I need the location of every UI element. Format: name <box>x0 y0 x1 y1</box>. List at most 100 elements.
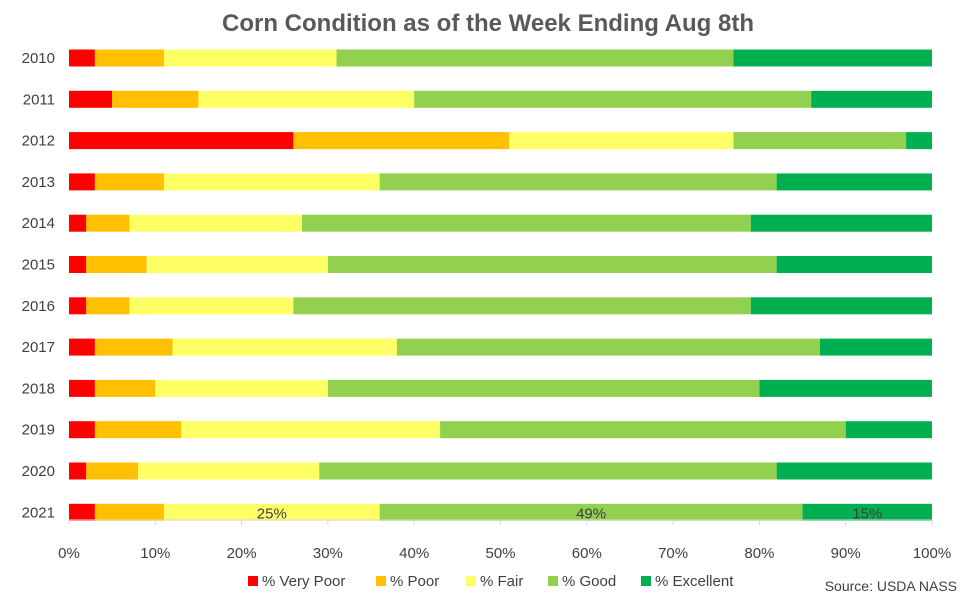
bar-2011-poor <box>112 90 199 108</box>
bar-2017-good <box>396 338 820 356</box>
bar-2021-poor <box>94 503 164 521</box>
bar-2013-poor <box>94 173 164 191</box>
bar-2016-fair <box>129 297 294 315</box>
bar-2010-good <box>336 49 734 67</box>
bar-2019-fair <box>181 421 441 439</box>
category-label-2017: 2017 <box>22 339 55 356</box>
bar-2014-excellent <box>750 214 932 232</box>
bar-2020-good <box>319 462 777 480</box>
bar-2013-excellent <box>776 173 932 191</box>
bar-2017-poor <box>94 338 173 356</box>
bar-2020-excellent <box>776 462 932 480</box>
bar-2010-excellent <box>733 49 932 67</box>
bar-2015-poor <box>86 256 147 273</box>
bar-2021-fair <box>163 503 380 521</box>
x-tick-label: 70% <box>658 545 688 562</box>
bar-2012-poor <box>293 132 510 150</box>
legend-label: % Excellent <box>655 573 734 590</box>
bar-2017-very-poor <box>69 338 95 356</box>
bar-2015-very-poor <box>69 256 87 273</box>
bar-2018-very-poor <box>69 379 95 397</box>
bar-2013-very-poor <box>69 173 95 191</box>
category-label-2014: 2014 <box>22 215 55 232</box>
bar-2018-fair <box>155 379 328 397</box>
bar-2018-good <box>327 379 760 397</box>
data-label-2021: 15% <box>852 505 882 522</box>
bar-2020-fair <box>138 462 320 480</box>
bar-2011-fair <box>198 90 415 108</box>
legend-swatch <box>641 576 651 586</box>
bar-2011-good <box>414 90 812 108</box>
bar-2014-good <box>302 214 751 232</box>
category-label-2021: 2021 <box>22 504 55 521</box>
legend-swatch <box>248 576 258 586</box>
bar-2014-very-poor <box>69 214 87 232</box>
bar-2012-excellent <box>906 132 932 150</box>
bar-2012-good <box>733 132 907 150</box>
category-label-2020: 2020 <box>22 463 55 480</box>
bar-2012-fair <box>509 132 734 150</box>
bar-2021-excellent <box>802 503 932 521</box>
category-label-2012: 2012 <box>22 133 55 150</box>
bar-2010-poor <box>94 49 164 67</box>
source-note: Source: USDA NASS <box>825 578 957 594</box>
legend: % Very Poor % Poor % Fair % Good % Excellent <box>248 573 734 590</box>
x-axis: 0% 10% 20% 30% 40% 50% 60% 70% 80% 90% 100% <box>58 519 951 562</box>
category-label-2010: 2010 <box>22 50 55 67</box>
legend-label: % Fair <box>480 573 523 590</box>
bar-2019-excellent <box>845 421 932 439</box>
bar-2018-poor <box>94 379 156 397</box>
x-tick-label: 40% <box>399 545 429 562</box>
legend-label: % Poor <box>390 573 439 590</box>
bar-2019-very-poor <box>69 421 95 439</box>
bar-2014-fair <box>129 214 303 232</box>
bar-2019-good <box>440 421 846 439</box>
bar-2016-poor <box>86 297 130 315</box>
bar-2010-very-poor <box>69 49 95 67</box>
data-label-2021: 25% <box>257 505 287 522</box>
bar-2013-fair <box>163 173 380 191</box>
legend-label: % Good <box>562 573 616 590</box>
category-label-2019: 2019 <box>22 422 55 439</box>
x-tick-label: 100% <box>913 545 951 562</box>
legend-swatch <box>376 576 386 586</box>
bar-2016-very-poor <box>69 297 87 315</box>
plot-area: 2010 2011 2012 2013 2014 2015 2016 2017 2018 2019… <box>22 49 932 522</box>
category-label-2016: 2016 <box>22 298 55 315</box>
x-tick-label: 20% <box>227 545 257 562</box>
x-tick-label: 90% <box>831 545 861 562</box>
x-tick-label: 60% <box>572 545 602 562</box>
x-tick-label: 10% <box>140 545 170 562</box>
legend-swatch <box>548 576 558 586</box>
bar-2020-poor <box>86 462 139 480</box>
x-tick-label: 50% <box>485 545 515 562</box>
bar-2018-excellent <box>759 379 932 397</box>
category-label-2018: 2018 <box>22 380 55 397</box>
bar-2021-very-poor <box>69 503 95 521</box>
bar-2011-very-poor <box>69 90 113 108</box>
bar-2016-excellent <box>750 297 932 315</box>
bar-2015-fair <box>146 256 328 273</box>
x-tick-label: 30% <box>313 545 343 562</box>
x-tick-label: 0% <box>58 545 80 562</box>
chart-title: Corn Condition as of the Week Ending Aug… <box>222 10 754 37</box>
x-tick-label: 80% <box>744 545 774 562</box>
category-label-2011: 2011 <box>23 91 55 108</box>
data-label-2021: 49% <box>576 505 606 522</box>
category-label-2013: 2013 <box>22 174 55 191</box>
bar-2010-fair <box>163 49 337 67</box>
bar-2014-poor <box>86 214 130 232</box>
bar-2012-very-poor <box>69 132 294 150</box>
legend-swatch <box>466 576 476 586</box>
bar-2016-good <box>293 297 751 315</box>
legend-label: % Very Poor <box>262 573 345 590</box>
bar-2015-excellent <box>776 256 932 273</box>
bar-2017-fair <box>172 338 397 356</box>
bar-2015-good <box>327 256 777 273</box>
bar-2020-very-poor <box>69 462 87 480</box>
bar-2017-excellent <box>819 338 932 356</box>
bar-2021-good <box>379 503 803 521</box>
bar-2019-poor <box>94 421 182 439</box>
